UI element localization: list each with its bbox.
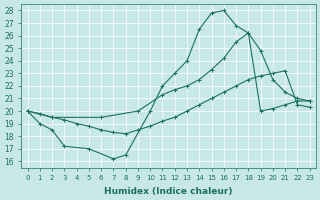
X-axis label: Humidex (Indice chaleur): Humidex (Indice chaleur) bbox=[104, 187, 233, 196]
